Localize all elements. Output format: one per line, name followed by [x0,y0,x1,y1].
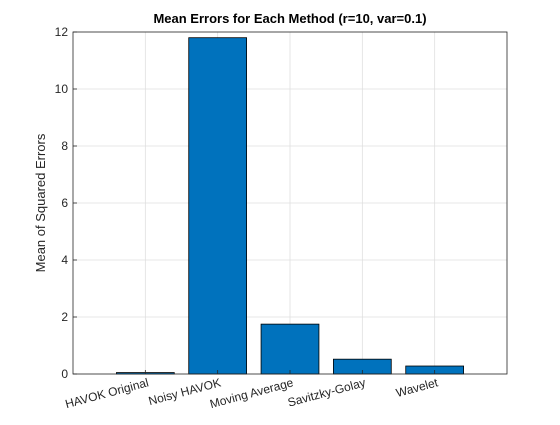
y-tick-label: 2 [61,310,68,324]
y-tick-label: 12 [55,25,69,39]
y-tick-label: 0 [61,367,68,381]
x-tick-label: HAVOK Original [64,375,151,411]
bar [188,37,248,375]
y-tick-label: 10 [55,82,69,96]
chart-title: Mean Errors for Each Method (r=10, var=0… [153,11,426,26]
y-ticks: 0 2 4 6 8 10 12 [55,25,77,381]
x-tick-label: Moving Average [208,375,295,411]
y-tick-label: 6 [61,196,68,210]
y-tick-label: 8 [61,139,68,153]
bars [116,37,465,375]
x-tick-label: Savitzky-Golay [286,375,367,409]
bar [260,323,320,375]
x-tick-label: Wavelet [394,375,440,400]
y-tick-label: 4 [61,253,68,267]
y-axis-label: Mean of Squared Errors [33,133,48,272]
